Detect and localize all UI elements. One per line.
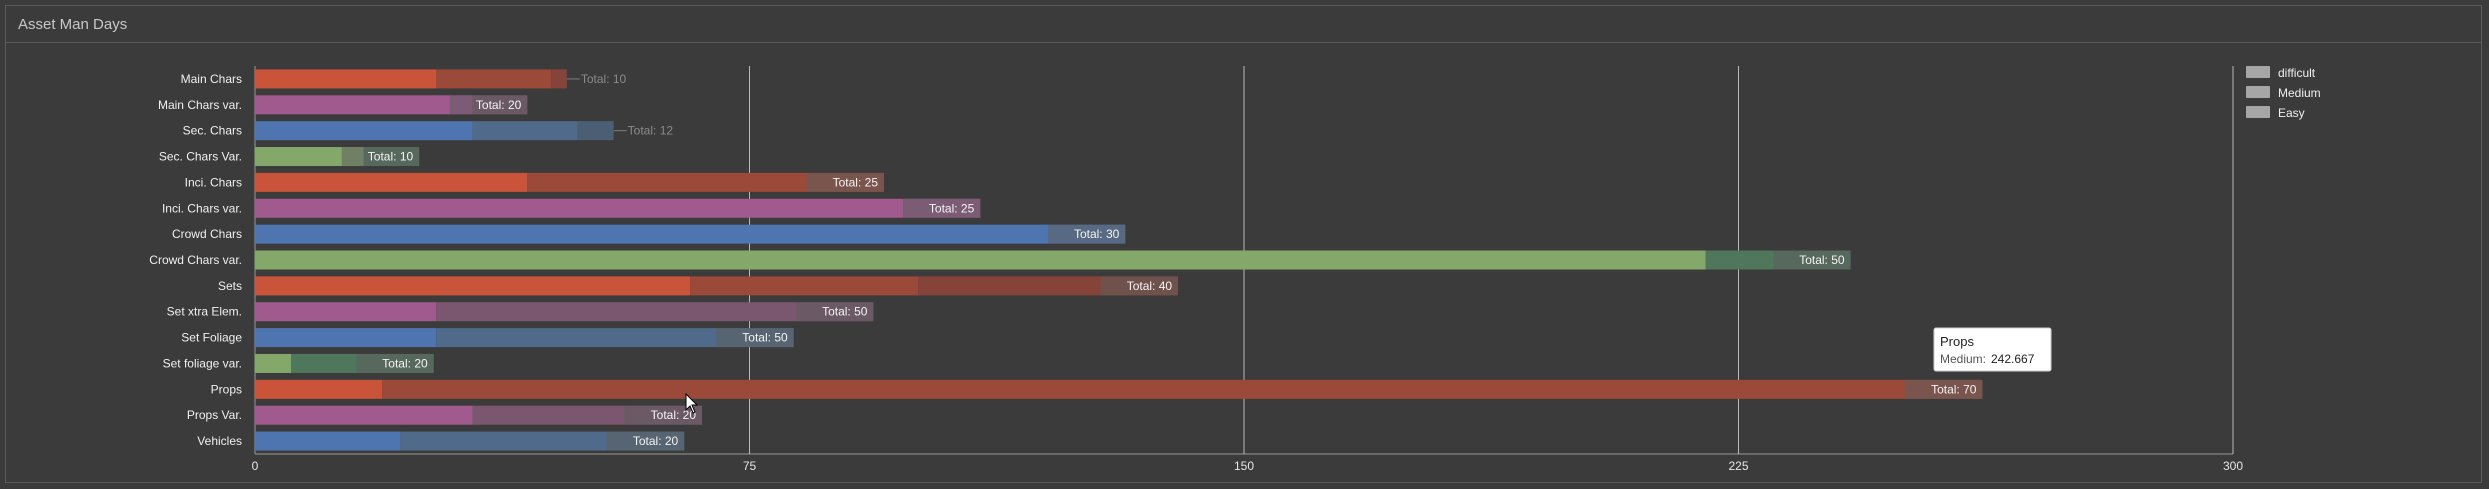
total-tab [1100,276,1179,296]
bar-segment-medium[interactable] [436,302,874,322]
category-label: Inci. Chars var. [162,201,242,215]
bar-segment-easy[interactable] [255,224,1126,244]
total-label: Total: 10 [368,150,414,164]
bar-segment-easy[interactable] [255,405,473,425]
category-label: Set foliage var. [163,356,242,370]
total-tab [624,405,703,425]
total-tab [716,328,794,348]
legend-swatch-difficult[interactable] [2246,66,2270,78]
bar-segment-easy[interactable] [255,431,401,451]
category-label: Props [211,382,242,396]
x-tick-label: 225 [1728,459,1748,473]
total-tab [1773,250,1851,270]
total-label: Total: 25 [929,201,975,215]
bar-segment-easy[interactable] [255,121,473,141]
total-label: Total: 70 [1931,382,1977,396]
tooltip-box [1933,327,2052,372]
legend-label-medium[interactable]: Medium [2278,86,2321,100]
legend-label-difficult[interactable]: difficult [2278,66,2316,80]
bar-segment-easy[interactable] [255,353,292,373]
total-tab [806,172,885,192]
bar-segment-medium[interactable] [436,328,794,348]
total-tab [1047,224,1126,244]
total-label: Total: 25 [833,175,879,189]
bar-segment-easy[interactable] [255,276,691,296]
bar-segment-difficult[interactable] [577,121,614,141]
bar-segment-easy[interactable] [255,198,981,218]
bar-segment-medium[interactable] [382,379,1983,399]
total-label: Total: 30 [1074,227,1120,241]
total-tab [902,198,981,218]
x-tick-label: 0 [252,459,259,473]
category-label: Main Chars [181,72,242,86]
bar-segment-medium[interactable] [527,172,885,192]
category-label: Props Var. [187,408,242,422]
category-label: Set xtra Elem. [167,305,242,319]
category-label: Sec. Chars Var. [159,150,242,164]
total-label: Total: 20 [633,434,679,448]
category-label: Inci. Chars [185,175,242,189]
legend-label-easy[interactable]: Easy [2278,106,2305,120]
tooltip-value: 242.667 [1991,352,2035,366]
legend-swatch-easy[interactable] [2246,106,2270,118]
total-label: Total: 10 [581,72,627,86]
category-label: Sets [218,279,242,293]
total-label: Total: 20 [382,356,428,370]
total-tab [796,302,874,322]
total-tab [356,353,434,373]
bar-segment-medium[interactable] [690,276,919,296]
tooltip-title: Props [1940,334,1974,349]
mouse-cursor-icon [685,392,699,414]
total-label: Total: 20 [651,408,697,422]
category-label: Crowd Chars [172,227,242,241]
bar-segment-medium[interactable] [472,121,578,141]
bar-segment-easy[interactable] [255,172,528,192]
category-label: Main Chars var. [158,98,242,112]
category-label: Crowd Chars var. [149,253,242,267]
total-tab [1905,379,1983,399]
bar-segment-easy[interactable] [255,147,364,167]
bar-segment-difficult[interactable] [551,69,567,89]
bar-segment-easy[interactable] [255,95,473,115]
category-label: Set Foliage [181,331,242,345]
total-label: Total: 20 [476,98,522,112]
x-tick-label: 150 [1234,459,1254,473]
total-label: Total: 50 [822,305,868,319]
bar-segment-easy[interactable] [255,379,383,399]
category-label: Vehicles [197,434,242,448]
total-label: Total: 50 [742,331,788,345]
category-label: Sec. Chars [183,124,242,138]
tooltip-series-label: Medium: [1940,352,1986,366]
bar-segment-easy[interactable] [255,328,437,348]
bar-segment-easy[interactable] [255,302,437,322]
panel-header: Asset Man Days [6,6,2481,43]
total-label: Total: 12 [628,124,674,138]
x-tick-label: 300 [2223,459,2243,473]
x-tick-label: 75 [743,459,757,473]
total-label: Total: 40 [1127,279,1173,293]
legend-swatch-medium[interactable] [2246,86,2270,98]
total-tab [449,95,528,115]
total-tab [606,431,685,451]
panel-title: Asset Man Days [18,16,128,33]
bar-segment-medium[interactable] [436,69,552,89]
total-tab [341,147,420,167]
bar-segment-easy[interactable] [255,250,1706,270]
total-label: Total: 50 [1799,253,1845,267]
bar-segment-easy[interactable] [255,69,437,89]
